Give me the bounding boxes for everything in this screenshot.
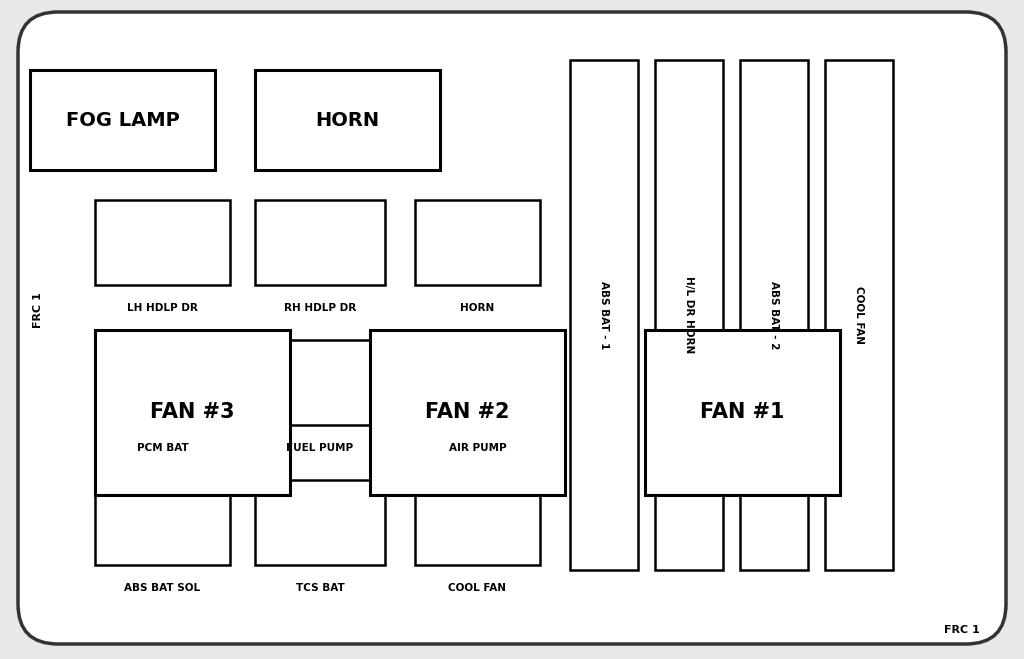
Text: FOG LAMP: FOG LAMP bbox=[66, 111, 179, 130]
Text: FUEL PUMP: FUEL PUMP bbox=[287, 443, 353, 453]
Text: AIR PUMP: AIR PUMP bbox=[449, 443, 506, 453]
Bar bbox=[255, 200, 385, 285]
Bar bbox=[255, 340, 385, 425]
Text: HORN: HORN bbox=[315, 111, 380, 130]
Text: PCM BAT: PCM BAT bbox=[136, 443, 188, 453]
Text: ABS BAT - 2: ABS BAT - 2 bbox=[769, 281, 779, 349]
FancyBboxPatch shape bbox=[18, 12, 1006, 644]
Bar bbox=[95, 200, 230, 285]
Bar bbox=[95, 340, 230, 425]
Bar bbox=[415, 340, 540, 425]
Bar bbox=[645, 330, 840, 495]
Bar bbox=[740, 60, 808, 570]
Bar bbox=[415, 200, 540, 285]
Text: ABS BAT SOL: ABS BAT SOL bbox=[125, 583, 201, 593]
Text: FRC 1: FRC 1 bbox=[33, 292, 43, 328]
Text: FRC 1: FRC 1 bbox=[944, 625, 980, 635]
Bar bbox=[570, 60, 638, 570]
Text: LH HDLP DR: LH HDLP DR bbox=[127, 303, 198, 313]
Bar bbox=[255, 480, 385, 565]
Bar bbox=[95, 480, 230, 565]
Text: RH HDLP DR: RH HDLP DR bbox=[284, 303, 356, 313]
Bar bbox=[95, 330, 290, 495]
Text: FAN #2: FAN #2 bbox=[425, 403, 510, 422]
Text: COOL FAN: COOL FAN bbox=[449, 583, 507, 593]
Text: TCS BAT: TCS BAT bbox=[296, 583, 344, 593]
Text: COOL FAN: COOL FAN bbox=[854, 286, 864, 344]
Bar bbox=[655, 60, 723, 570]
Text: ABS BAT - 1: ABS BAT - 1 bbox=[599, 281, 609, 349]
Text: HORN: HORN bbox=[461, 303, 495, 313]
Text: FAN #3: FAN #3 bbox=[151, 403, 234, 422]
Bar bbox=[30, 70, 215, 170]
Bar bbox=[255, 70, 440, 170]
Bar bbox=[370, 330, 565, 495]
Text: FAN #1: FAN #1 bbox=[700, 403, 784, 422]
Text: H/L DR HORN: H/L DR HORN bbox=[684, 276, 694, 354]
Bar bbox=[825, 60, 893, 570]
Bar bbox=[415, 480, 540, 565]
